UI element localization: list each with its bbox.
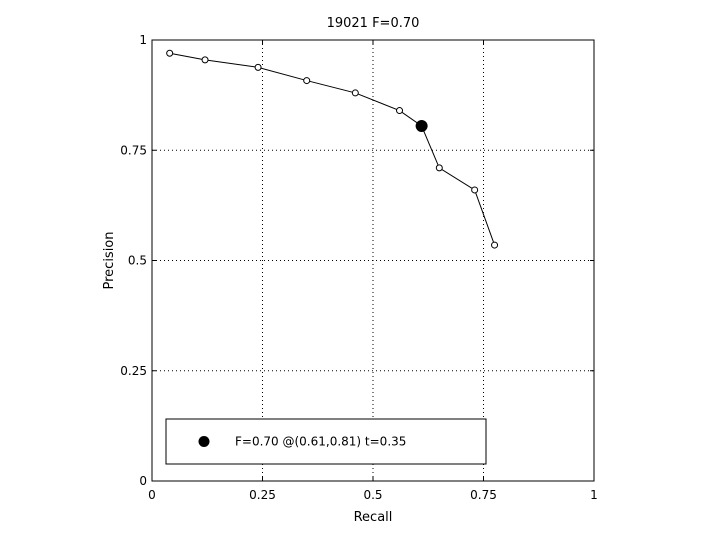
best-f-point: [415, 119, 428, 132]
grid-lines: [152, 40, 594, 481]
data-point: [303, 77, 311, 85]
plot-area: 0 0.25 0.5 0.75 1 0 0.25 0.5 0.75 1 F=0.70 @(0.61…: [120, 33, 598, 502]
series-line: [169, 52, 496, 246]
y-tick-label: 0: [139, 474, 147, 488]
y-tick-label: 0.5: [128, 254, 147, 268]
data-point: [201, 56, 209, 64]
y-axis-label: Precision: [102, 231, 117, 289]
data-point: [491, 241, 499, 249]
y-tick-label: 0.75: [120, 143, 147, 157]
data-point: [471, 186, 479, 194]
chart-title: 19021 F=0.70: [327, 16, 420, 31]
data-point: [166, 49, 174, 57]
series-layer: [166, 49, 499, 249]
legend-label: F=0.70 @(0.61,0.81) t=0.35: [235, 435, 406, 449]
legend-marker: [198, 436, 210, 447]
axis-ticks: 0 0.25 0.5 0.75 1 0 0.25 0.5 0.75 1: [120, 33, 598, 502]
legend-box: [165, 418, 487, 465]
x-tick-label: 0.75: [470, 488, 497, 502]
x-tick-label: 0.5: [363, 488, 382, 502]
y-tick-label: 1: [139, 33, 147, 47]
y-tick-label: 0.25: [120, 364, 147, 378]
data-point: [435, 164, 443, 172]
x-tick-label: 0.25: [249, 488, 276, 502]
legend: F=0.70 @(0.61,0.81) t=0.35: [165, 418, 487, 465]
data-point: [396, 107, 404, 115]
x-tick-label: 1: [590, 488, 598, 502]
data-point: [351, 89, 359, 97]
x-axis-label: Recall: [354, 510, 393, 525]
data-point: [254, 63, 262, 71]
x-tick-label: 0: [148, 488, 156, 502]
